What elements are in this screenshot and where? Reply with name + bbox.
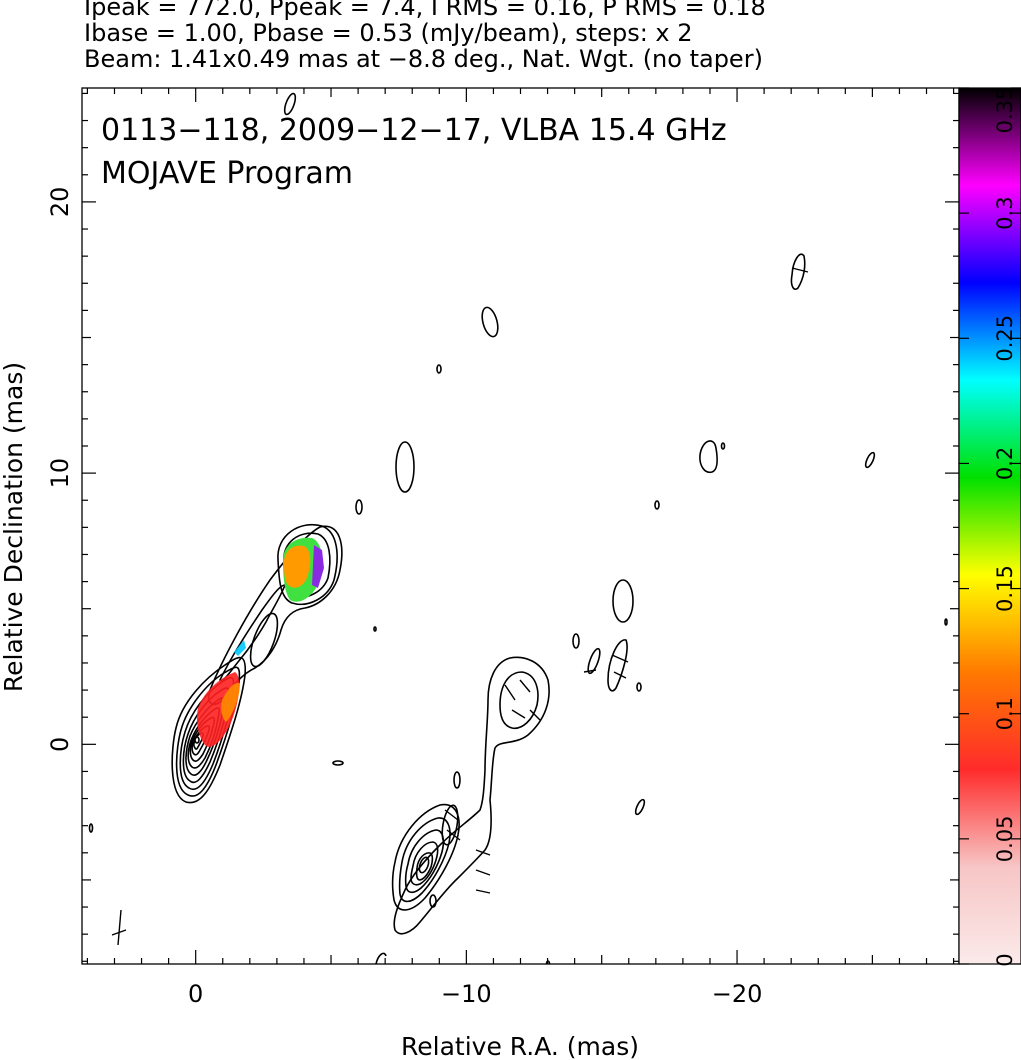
colorbar-tick-label: 0 bbox=[993, 953, 1017, 966]
colorbar-tick-label: 0.05 bbox=[993, 815, 1017, 862]
colorbar-tick-label: 0.15 bbox=[993, 565, 1017, 612]
knot-polarization-edge bbox=[312, 545, 324, 588]
chart-title: 0113−118, 2009−12−17, VLBA 15.4 GHz bbox=[101, 113, 727, 148]
knot-polarization-core bbox=[284, 545, 311, 588]
y-tick-label: 10 bbox=[46, 458, 74, 489]
colorbar-tick-label: 0.35 bbox=[993, 87, 1017, 134]
inner-jet-polarization-patch bbox=[234, 640, 246, 656]
y-tick-label: 20 bbox=[46, 187, 74, 218]
header-line-2: Ibase = 1.00, Pbase = 0.53 (mJy/beam), s… bbox=[84, 19, 693, 47]
x-tick-label: −20 bbox=[712, 980, 763, 1008]
contour-layer bbox=[88, 92, 948, 964]
colorbar-tick-label: 0.1 bbox=[993, 697, 1017, 730]
header-line-3: Beam: 1.41x0.49 mas at −8.8 deg., Nat. W… bbox=[84, 45, 763, 73]
colorbar-ticks: 0 0.05 0.1 0.15 0.2 0.25 0.3 0.35 bbox=[959, 87, 1021, 967]
colorbar-tick-label: 0.3 bbox=[993, 196, 1017, 229]
axis-tick-labels: 0 −10 −20 0 10 20 bbox=[46, 187, 762, 1008]
polarization-color-layer bbox=[196, 537, 324, 747]
axis-ticks bbox=[82, 88, 959, 964]
x-axis-label: Relative R.A. (mas) bbox=[401, 1032, 639, 1060]
core-polarization-highlight bbox=[221, 682, 240, 722]
isolated-contours bbox=[88, 92, 948, 964]
y-axis-label: Relative Declination (mas) bbox=[0, 362, 28, 692]
x-tick-label: −10 bbox=[441, 980, 492, 1008]
colorbar-tick-label: 0.2 bbox=[993, 447, 1017, 480]
south-component-contours bbox=[391, 803, 460, 911]
jet-head-contours bbox=[393, 656, 550, 935]
chart-subtitle: MOJAVE Program bbox=[101, 156, 353, 191]
evpa-ticks bbox=[111, 267, 809, 946]
y-tick-label: 0 bbox=[46, 737, 74, 752]
colorbar bbox=[958, 87, 1021, 965]
plot-header: Ipeak = 772.0, Ppeak = 7.4, I RMS = 0.16… bbox=[84, 0, 766, 72]
x-tick-label: 0 bbox=[188, 980, 203, 1008]
header-line-1: Ipeak = 772.0, Ppeak = 7.4, I RMS = 0.16… bbox=[84, 0, 766, 21]
colorbar-tick-label: 0.25 bbox=[993, 315, 1017, 362]
plot-frame bbox=[81, 87, 960, 965]
